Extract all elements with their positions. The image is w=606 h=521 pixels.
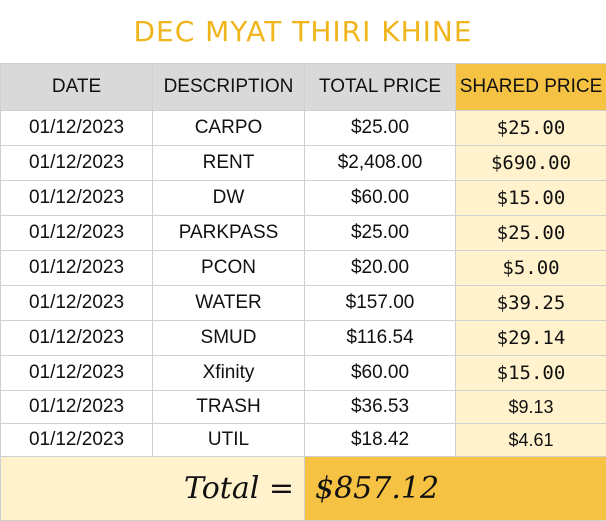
- total-price-cell[interactable]: $157.00: [304, 285, 456, 321]
- table-row: 01/12/2023 CARPO $25.00 $25.00: [0, 110, 606, 146]
- total-price-cell[interactable]: $25.00: [304, 215, 456, 251]
- description-cell[interactable]: Xfinity: [152, 355, 305, 391]
- total-row: Total = $857.12: [0, 456, 606, 521]
- total-price-cell[interactable]: $20.00: [304, 250, 456, 286]
- total-price-cell[interactable]: $36.53: [304, 390, 456, 424]
- table-row: 01/12/2023 RENT $2,408.00 $690.00: [0, 145, 606, 181]
- expense-table: DATE DESCRIPTION TOTAL PRICE SHARED PRIC…: [0, 63, 606, 521]
- total-price-cell[interactable]: $18.42: [304, 423, 456, 457]
- description-cell[interactable]: TRASH: [152, 390, 305, 424]
- description-cell[interactable]: UTIL: [152, 423, 305, 457]
- total-price-cell[interactable]: $116.54: [304, 320, 456, 356]
- date-cell[interactable]: 01/12/2023: [0, 215, 153, 251]
- date-cell[interactable]: 01/12/2023: [0, 423, 153, 457]
- date-cell[interactable]: 01/12/2023: [0, 390, 153, 424]
- total-value[interactable]: $857.12: [304, 456, 606, 521]
- total-price-cell[interactable]: $25.00: [304, 110, 456, 146]
- table-row: 01/12/2023 SMUD $116.54 $29.14: [0, 320, 606, 356]
- date-cell[interactable]: 01/12/2023: [0, 145, 153, 181]
- description-cell[interactable]: PARKPASS: [152, 215, 305, 251]
- date-cell[interactable]: 01/12/2023: [0, 110, 153, 146]
- shared-price-cell[interactable]: $25.00: [455, 215, 606, 251]
- shared-price-cell[interactable]: $5.00: [455, 250, 606, 286]
- header-shared-price[interactable]: SHARED PRICE: [455, 63, 606, 111]
- total-price-cell[interactable]: $2,408.00: [304, 145, 456, 181]
- date-cell[interactable]: 01/12/2023: [0, 250, 153, 286]
- total-price-cell[interactable]: $60.00: [304, 355, 456, 391]
- table-row: 01/12/2023 UTIL $18.42 $4.61: [0, 423, 606, 457]
- table-row: 01/12/2023 Xfinity $60.00 $15.00: [0, 355, 606, 391]
- header-total-price[interactable]: TOTAL PRICE: [304, 63, 456, 111]
- date-cell[interactable]: 01/12/2023: [0, 285, 153, 321]
- table-row: 01/12/2023 DW $60.00 $15.00: [0, 180, 606, 216]
- table-row: 01/12/2023 PARKPASS $25.00 $25.00: [0, 215, 606, 251]
- table-row: 01/12/2023 TRASH $36.53 $9.13: [0, 390, 606, 424]
- description-cell[interactable]: WATER: [152, 285, 305, 321]
- table-row: 01/12/2023 PCON $20.00 $5.00: [0, 250, 606, 286]
- shared-price-cell[interactable]: $15.00: [455, 355, 606, 391]
- sheet-title: DEC MYAT THIRI KHINE: [133, 15, 473, 48]
- total-price-cell[interactable]: $60.00: [304, 180, 456, 216]
- shared-price-cell[interactable]: $690.00: [455, 145, 606, 181]
- shared-price-cell[interactable]: $25.00: [455, 110, 606, 146]
- date-cell[interactable]: 01/12/2023: [0, 180, 153, 216]
- description-cell[interactable]: SMUD: [152, 320, 305, 356]
- header-row: DATE DESCRIPTION TOTAL PRICE SHARED PRIC…: [0, 63, 606, 111]
- header-description[interactable]: DESCRIPTION: [152, 63, 305, 111]
- description-cell[interactable]: RENT: [152, 145, 305, 181]
- description-cell[interactable]: CARPO: [152, 110, 305, 146]
- shared-price-cell[interactable]: $9.13: [455, 390, 606, 424]
- shared-price-cell[interactable]: $29.14: [455, 320, 606, 356]
- shared-price-cell[interactable]: $39.25: [455, 285, 606, 321]
- shared-price-cell[interactable]: $4.61: [455, 423, 606, 457]
- description-cell[interactable]: PCON: [152, 250, 305, 286]
- table-row: 01/12/2023 WATER $157.00 $39.25: [0, 285, 606, 321]
- total-label[interactable]: Total =: [0, 456, 305, 521]
- date-cell[interactable]: 01/12/2023: [0, 320, 153, 356]
- description-cell[interactable]: DW: [152, 180, 305, 216]
- date-cell[interactable]: 01/12/2023: [0, 355, 153, 391]
- shared-price-cell[interactable]: $15.00: [455, 180, 606, 216]
- header-date[interactable]: DATE: [0, 63, 153, 111]
